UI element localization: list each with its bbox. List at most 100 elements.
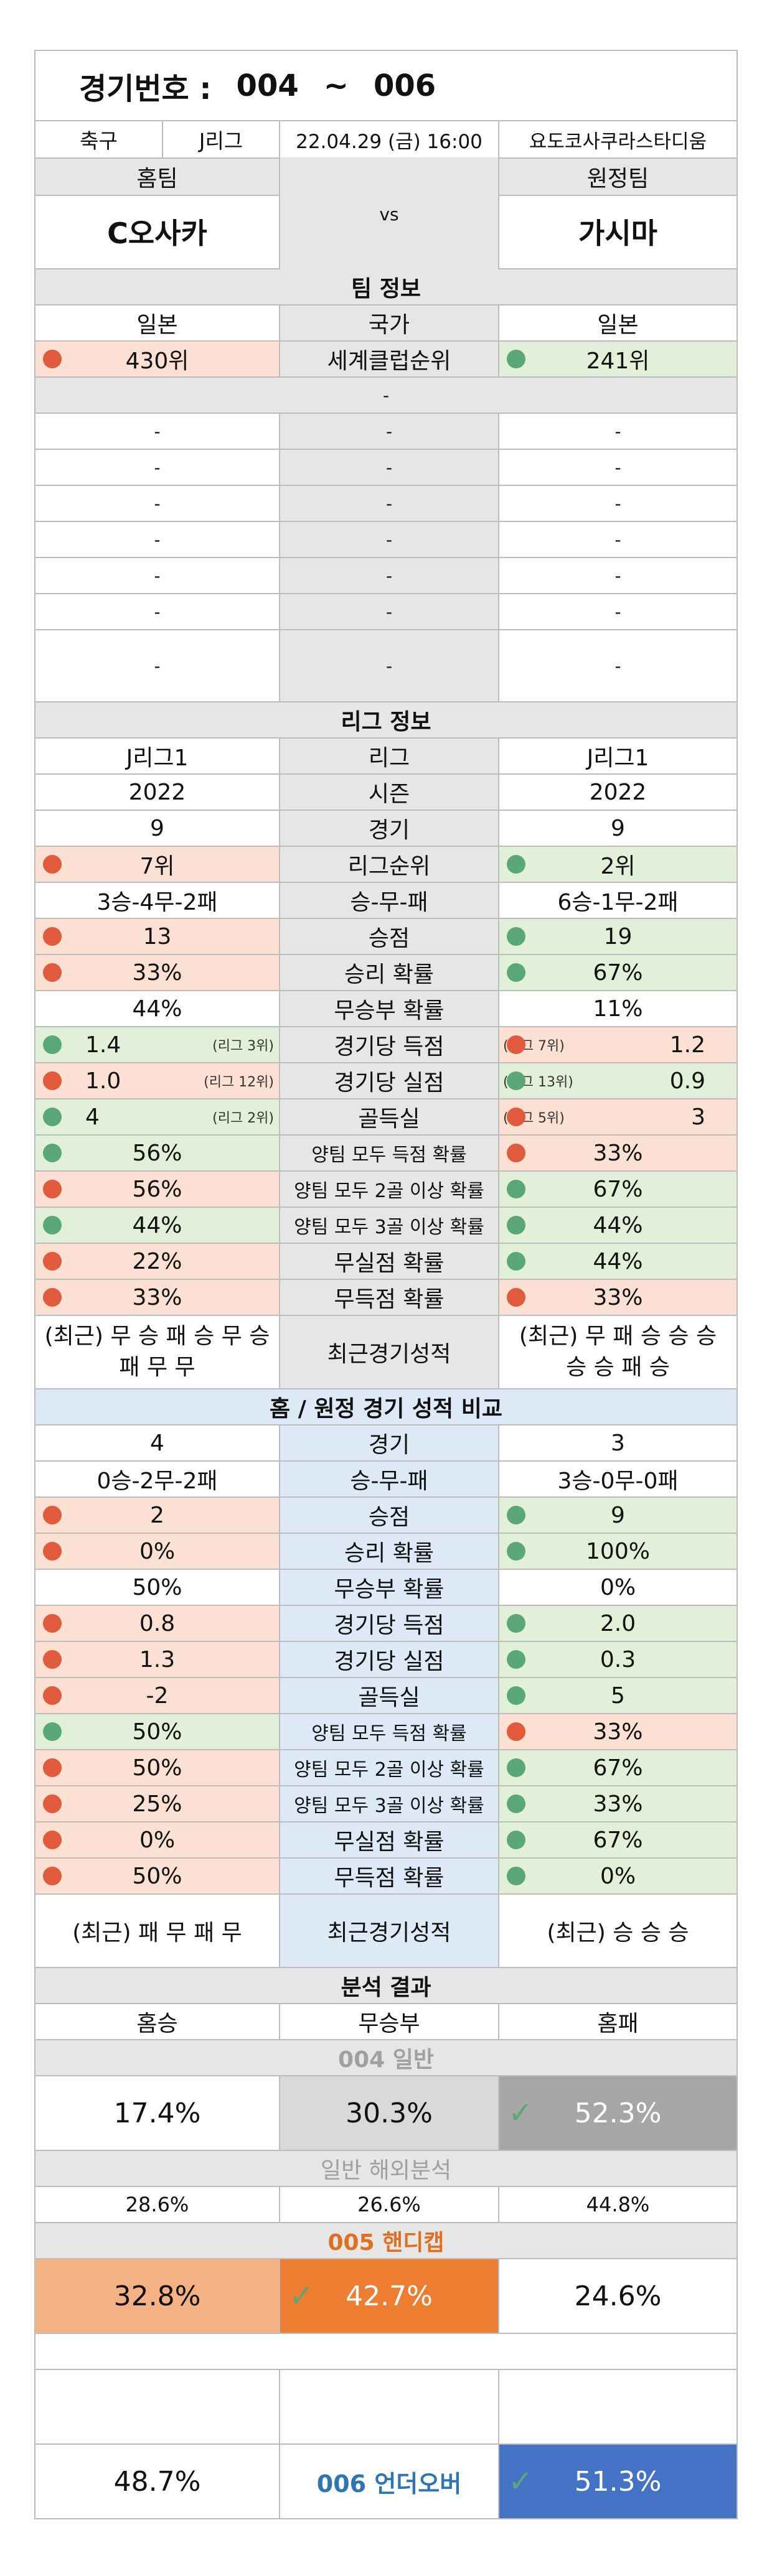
league-stat-league-rank-note: (리그 3위) [212, 1038, 274, 1054]
indicator-dot-icon [43, 1614, 62, 1633]
ha-stat-home-text: 50% [132, 1863, 182, 1889]
ha-stat-label-text: 무승부 확률 [334, 1577, 445, 1602]
ha-stat-away-value: 0% [498, 1570, 738, 1605]
ha-stat-away-text: 67% [593, 1755, 643, 1781]
league-stat-home-text: 3승-4무-2패 [96, 890, 218, 915]
indicator-dot-icon [43, 1144, 62, 1162]
indicator-dot-icon [43, 1758, 62, 1777]
ha-stat-away-value: 2.0 [498, 1606, 738, 1641]
indicator-dot-icon [43, 1831, 62, 1849]
club-rank-label: 세계클럽순위 [279, 342, 498, 376]
indicator-dot-icon [507, 1614, 525, 1633]
ha-stat-label-text: 양팀 모두 2골 이상 확률 [294, 1759, 484, 1781]
ha-stat-label: 승리 확률 [279, 1534, 498, 1569]
stats-sheet: 경기번호 : 004 ~ 006 축구 J리그 22.04.29 (금) 16:… [34, 50, 738, 2576]
ha-stat-home-value: 0.8 [34, 1606, 279, 1641]
ha-stat-home-value: 2 [34, 1498, 279, 1533]
g004-title-row: 004 일반 [34, 2040, 738, 2076]
ha-stat-row: -2 골득실 5 [34, 1678, 738, 1714]
league-stat-label: 리그순위 [279, 847, 498, 882]
game-number-label: 경기번호 : [79, 71, 212, 106]
empty-cell [279, 2370, 498, 2443]
g005-draw-value: 42.7% [346, 2280, 433, 2312]
dash-cell: - [34, 486, 279, 521]
league-stat-row: 1.0 (리그 12위) 경기당 실점 (리그 13위) 0.9 [34, 1063, 738, 1099]
overseas-title: 일반 해외분석 [34, 2151, 738, 2186]
league-stat-row: 44% 무승부 확률 11% [34, 991, 738, 1027]
indicator-dot-icon [43, 963, 62, 982]
league-stat-home-value: 22% [34, 1244, 279, 1279]
g005-draw: ✓ 42.7% [279, 2259, 498, 2333]
league-stat-home-text: 9 [150, 815, 164, 841]
indicator-dot-icon [507, 1831, 525, 1849]
league-stat-row: 7위 리그순위 2위 [34, 847, 738, 883]
ha-stat-home-text: 0승-2무-2패 [96, 1468, 218, 1494]
home-team-label: 홈팀 [34, 159, 279, 195]
ha-stat-label: 무득점 확률 [279, 1859, 498, 1893]
league-recent-row: (최근) 무 승 패 승 무 승 패 무 무 최근경기성적 (최근) 무 패 승… [34, 1316, 738, 1389]
indicator-dot-icon [507, 1252, 525, 1271]
league-stat-home-text: J리그1 [126, 745, 189, 771]
analysis-col-row: 홈승 무승부 홈패 [34, 2004, 738, 2040]
team-info-dash-row: - [34, 378, 738, 414]
league-stat-home-text: 2022 [128, 779, 186, 805]
ha-stat-home-value: 50% [34, 1859, 279, 1893]
ha-recent-form-label: 최근경기성적 [279, 1895, 498, 1967]
league-stat-away-value: 11% [498, 991, 738, 1026]
g006-title: 006 언더오버 [279, 2445, 498, 2518]
analysis-header: 분석 결과 [34, 1968, 738, 2004]
indicator-dot-icon [43, 1071, 62, 1090]
ha-stat-label: 골득실 [279, 1678, 498, 1713]
ha-stat-label-text: 무실점 확률 [334, 1829, 445, 1855]
overseas-away: 44.8% [498, 2187, 738, 2222]
league-stat-label: 무득점 확률 [279, 1280, 498, 1315]
ha-stat-row: 50% 무승부 확률 0% [34, 1570, 738, 1606]
league-stat-row: 9 경기 9 [34, 811, 738, 847]
indicator-dot-icon [43, 1252, 62, 1271]
league-stat-away-text: 19 [603, 923, 633, 950]
ha-stat-away-value: 5 [498, 1678, 738, 1713]
home-away-title: 홈 / 원정 경기 성적 비교 [34, 1389, 738, 1424]
league-stat-label-text: 승점 [368, 926, 410, 951]
g005-home: 32.8% [34, 2259, 279, 2333]
dash-cell: - [498, 522, 738, 557]
league-stat-home-value: 56% [34, 1136, 279, 1170]
ha-stat-label: 경기당 실점 [279, 1642, 498, 1677]
indicator-dot-icon [507, 1758, 525, 1777]
ha-stat-row: 25% 양팀 모두 3골 이상 확률 33% [34, 1786, 738, 1822]
team-info-title: 팀 정보 [34, 269, 738, 304]
indicator-dot-icon [507, 1108, 525, 1126]
ha-stat-label: 양팀 모두 3골 이상 확률 [279, 1786, 498, 1821]
ha-stat-away-value: 0% [498, 1859, 738, 1893]
ha-stat-away-value: 67% [498, 1750, 738, 1785]
ha-stat-away-text: 9 [611, 1502, 625, 1528]
ha-stat-away-text: 2.0 [600, 1610, 636, 1636]
league-stat-home-text: 44% [132, 1212, 182, 1238]
league-stat-home-value: 56% [34, 1172, 279, 1206]
g006-row: 48.7% 006 언더오버 ✓ 51.3% [34, 2445, 738, 2519]
ha-stat-label-text: 경기당 실점 [334, 1649, 445, 1674]
g005-away: 24.6% [498, 2259, 738, 2333]
team-info-empty-row: --- [34, 558, 738, 594]
league-stat-home-text: 7위 [139, 854, 175, 879]
ha-stat-label: 무승부 확률 [279, 1570, 498, 1605]
indicator-dot-icon [43, 1180, 62, 1198]
league-stat-away-value: (리그 7위) 1.2 [498, 1027, 738, 1062]
league-stat-label: 경기당 득점 [279, 1027, 498, 1062]
indicator-dot-icon [507, 1506, 525, 1524]
away-team-label: 원정팀 [498, 159, 738, 195]
spacer-cell [34, 2334, 738, 2369]
team-info-empty-rows: --------------------- [34, 414, 738, 702]
ha-stat-away-value: 33% [498, 1786, 738, 1821]
league-stat-home-value: 13 [34, 919, 279, 954]
ha-stat-row: 0승-2무-2패 승-무-패 3승-0무-0패 [34, 1462, 738, 1498]
league: J리그 [162, 121, 279, 157]
league-stat-row: 56% 양팀 모두 2골 이상 확률 67% [34, 1172, 738, 1208]
indicator-dot-icon [507, 1722, 525, 1741]
game-number-to: 006 [373, 68, 436, 103]
league-stat-home-text: 44% [132, 996, 182, 1022]
league-stat-home-value: J리그1 [34, 739, 279, 773]
indicator-dot-icon [507, 1867, 525, 1885]
league-stat-home-value: 9 [34, 811, 279, 846]
indicator-dot-icon [507, 1180, 525, 1198]
